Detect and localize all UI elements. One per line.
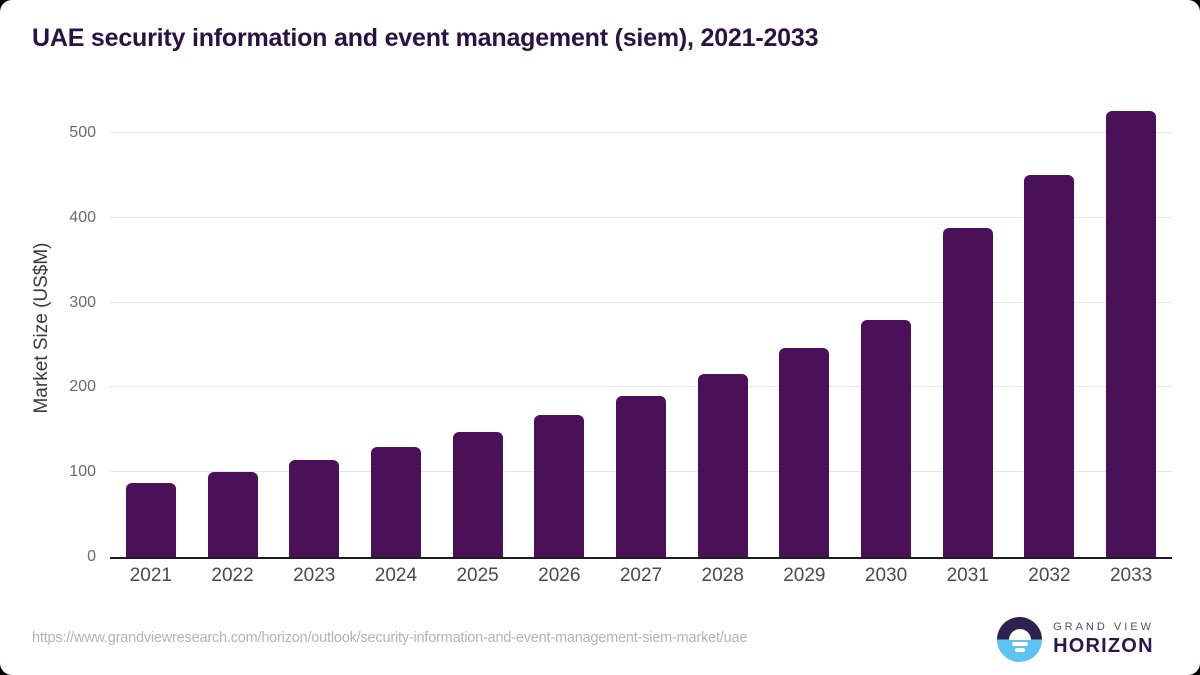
bar-slot bbox=[764, 100, 846, 557]
bar-slot bbox=[927, 100, 1009, 557]
bar-slot bbox=[1090, 100, 1172, 557]
y-axis-tick-label: 100 bbox=[69, 463, 96, 481]
x-axis-tick-label: 2024 bbox=[374, 565, 418, 586]
gridline bbox=[110, 132, 1172, 134]
logo-text: GRAND VIEW HORIZON bbox=[1053, 621, 1154, 658]
bar-2025[interactable] bbox=[452, 431, 503, 557]
bar-2026[interactable] bbox=[534, 414, 585, 557]
bar-slot bbox=[355, 100, 437, 557]
bar-2031[interactable] bbox=[942, 228, 993, 557]
bar-2023[interactable] bbox=[289, 460, 340, 557]
bar-2032[interactable] bbox=[1024, 174, 1075, 557]
y-axis-tick-label: 400 bbox=[69, 208, 96, 226]
x-axis-tick-label: 2027 bbox=[619, 565, 663, 586]
bar-2022[interactable] bbox=[207, 472, 258, 557]
bar-slot bbox=[518, 100, 600, 557]
chart-title: UAE security information and event manag… bbox=[32, 24, 819, 52]
gridline bbox=[110, 301, 1172, 303]
x-axis-tick-label: 2031 bbox=[946, 565, 989, 586]
y-axis-tick-label: 300 bbox=[69, 293, 96, 311]
bar-slot bbox=[1009, 100, 1091, 557]
gridline bbox=[110, 386, 1172, 388]
brand-name-top: GRAND VIEW bbox=[1053, 621, 1154, 633]
bar-2033[interactable] bbox=[1106, 111, 1157, 557]
sun-dome-shape bbox=[1008, 628, 1031, 640]
bar-slot bbox=[437, 100, 519, 557]
y-axis-tick-label: 0 bbox=[87, 548, 96, 565]
reflection-line-1 bbox=[1011, 642, 1028, 646]
plot-area: 0 100 200 300 400 500 bbox=[69, 100, 1172, 565]
bar-slot bbox=[110, 100, 192, 557]
bars bbox=[110, 100, 1172, 557]
brand-name-bottom: HORIZON bbox=[1053, 635, 1154, 657]
y-axis-tick-label: 200 bbox=[69, 378, 96, 396]
x-axis-tick-label: 2022 bbox=[211, 565, 254, 586]
bar-2021[interactable] bbox=[125, 483, 176, 557]
bar-2028[interactable] bbox=[697, 373, 748, 557]
gridline bbox=[110, 216, 1172, 218]
x-axis-tick-label: 2030 bbox=[864, 565, 908, 586]
x-axis-tick-label: 2026 bbox=[538, 565, 581, 586]
x-axis-tick-label: 2023 bbox=[293, 565, 336, 586]
x-axis-tick-label: 2021 bbox=[129, 565, 172, 586]
source-url: https://www.grandviewresearch.com/horizo… bbox=[32, 630, 748, 646]
bar-2027[interactable] bbox=[615, 395, 666, 557]
bar-slot bbox=[682, 100, 764, 557]
bar-slot bbox=[600, 100, 682, 557]
grand-view-horizon-logo: GRAND VIEW HORIZON bbox=[997, 617, 1154, 662]
horizon-sunrise-icon bbox=[997, 617, 1043, 662]
x-axis-tick-label: 2029 bbox=[783, 565, 826, 586]
x-axis-tick-label: 2025 bbox=[456, 565, 499, 586]
x-axis-labels: 2021 2022 2023 2024 2025 2026 2027 2028 2029 2030… bbox=[110, 565, 1172, 587]
x-axis-tick-label: 2033 bbox=[1109, 565, 1153, 586]
reflection-line-2 bbox=[1014, 648, 1025, 652]
bar-slot bbox=[845, 100, 927, 557]
bar-slot bbox=[192, 100, 274, 557]
bar-slot bbox=[273, 100, 355, 557]
bar-2029[interactable] bbox=[779, 348, 830, 557]
bar-2024[interactable] bbox=[370, 446, 421, 557]
x-axis-tick-label: 2032 bbox=[1028, 565, 1071, 586]
bar-2030[interactable] bbox=[861, 320, 912, 557]
x-axis-tick-label: 2028 bbox=[701, 565, 744, 586]
y-axis-tick-label: 500 bbox=[69, 124, 96, 142]
